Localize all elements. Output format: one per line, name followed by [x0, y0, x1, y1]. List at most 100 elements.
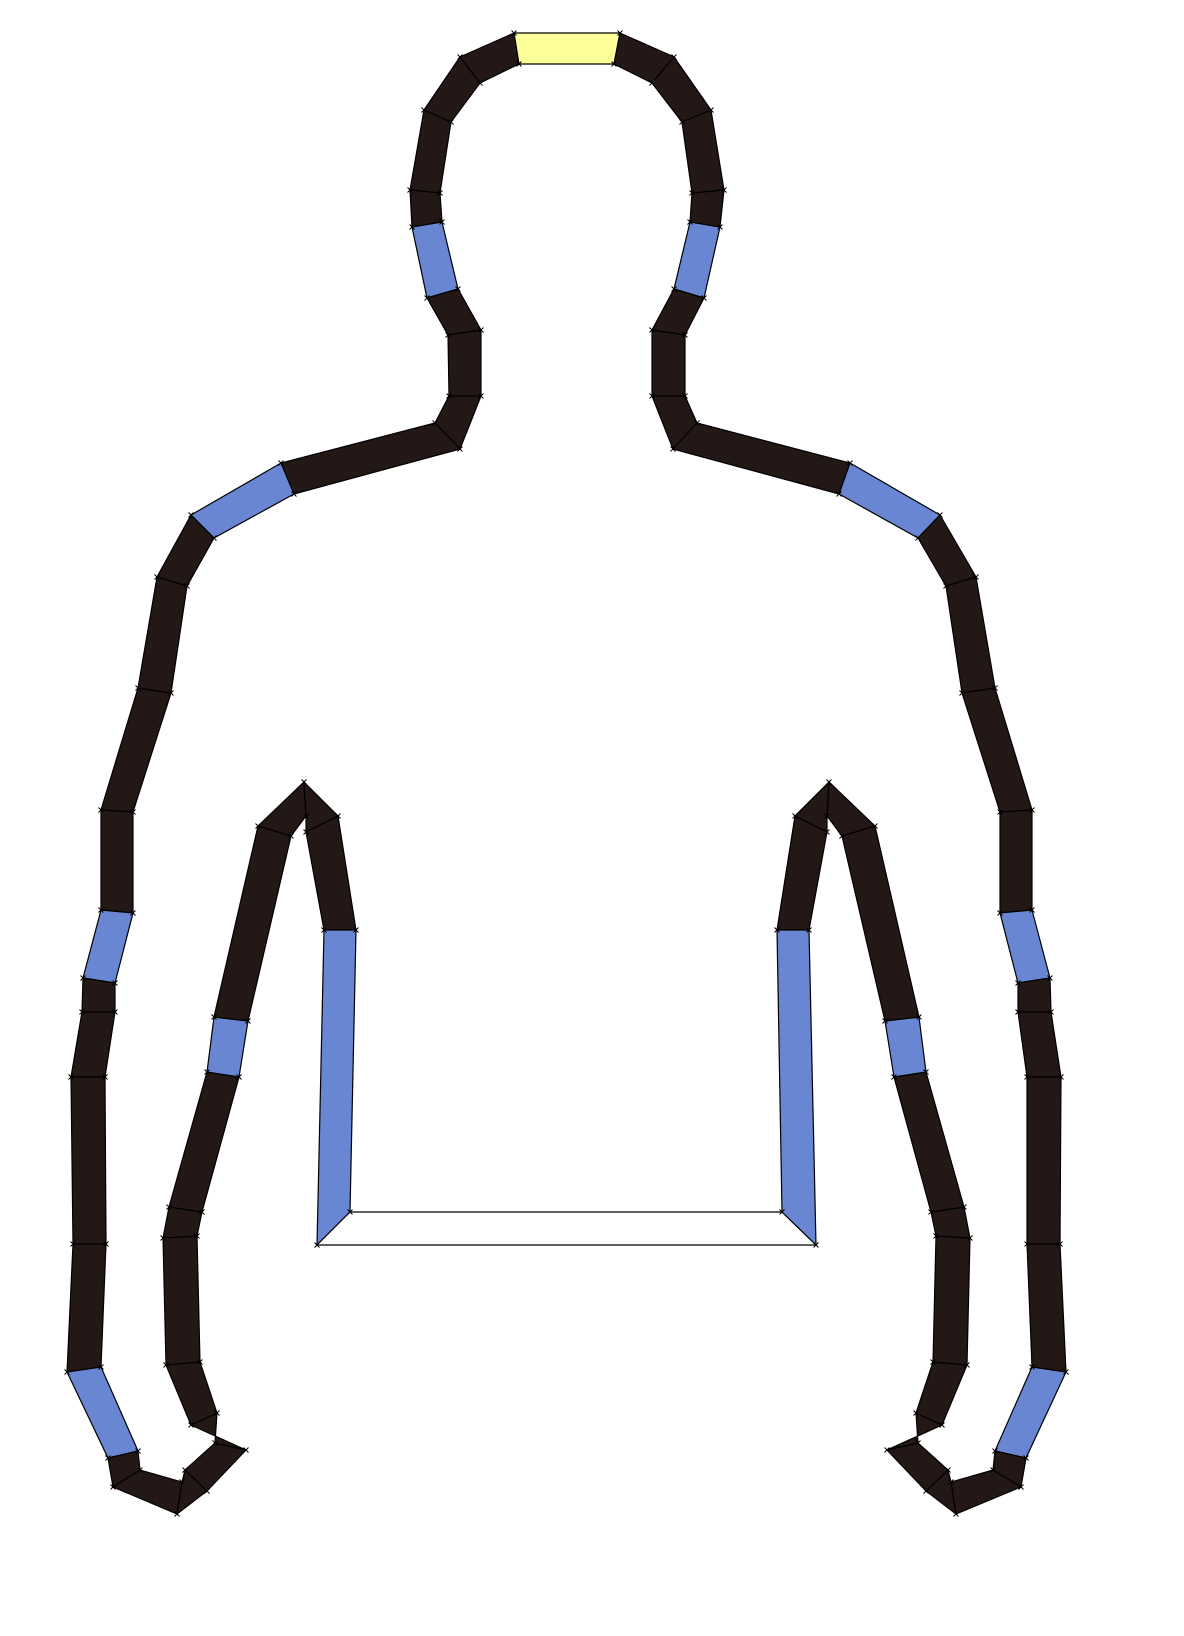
right-inner-arm-segment-blue-6	[884, 1016, 927, 1078]
head-neck-right-segment-blue-5	[673, 221, 721, 299]
node-marker	[990, 1467, 996, 1473]
node-marker	[407, 187, 413, 193]
node-marker	[194, 1233, 200, 1239]
node-marker	[649, 80, 655, 86]
right-shoulder-outer-arm-segment-blue-2	[838, 462, 941, 539]
left-shoulder-outer-arm-segment-blue-2	[190, 462, 295, 539]
node-marker	[347, 1209, 353, 1215]
node-marker	[278, 460, 284, 466]
node-marker	[255, 823, 261, 829]
node-marker	[135, 1448, 141, 1454]
node-marker	[670, 446, 676, 452]
node-marker	[166, 1204, 172, 1210]
node-marker	[103, 1241, 109, 1247]
head-neck-left-segment-black-6	[426, 288, 482, 336]
node-marker	[182, 1467, 188, 1473]
node-marker	[204, 1488, 210, 1494]
node-marker	[79, 1009, 85, 1015]
node-marker	[445, 332, 451, 338]
node-marker	[1063, 1369, 1069, 1375]
node-marker	[457, 54, 463, 60]
node-marker	[930, 1359, 936, 1365]
right-torso-side-segment-blue-3	[776, 929, 817, 1247]
node-marker	[457, 446, 463, 452]
left-inner-arm-segment-black-5	[168, 1071, 240, 1213]
node-marker	[1047, 975, 1053, 981]
node-marker	[446, 393, 452, 399]
node-marker	[98, 907, 104, 913]
head-neck-right-segment-black-6	[651, 288, 705, 336]
node-marker	[455, 286, 461, 292]
left-shoulder-outer-arm-segment-black-8	[81, 977, 116, 1013]
right-shoulder-outer-arm-segment-black-9	[1017, 1011, 1062, 1078]
node-marker	[199, 1209, 205, 1215]
left-shoulder-outer-arm-segment-black-11	[66, 1243, 107, 1373]
node-marker	[204, 1069, 210, 1075]
node-marker	[154, 574, 160, 580]
node-marker	[448, 119, 454, 125]
node-marker	[112, 980, 118, 986]
node-marker	[1015, 980, 1021, 986]
node-marker	[130, 809, 136, 815]
node-marker	[689, 190, 695, 196]
node-marker	[437, 190, 443, 196]
node-marker	[197, 1359, 203, 1365]
node-marker	[211, 535, 217, 541]
node-marker	[516, 61, 522, 67]
node-marker	[959, 690, 965, 696]
node-marker	[68, 1074, 74, 1080]
node-marker	[945, 1467, 951, 1473]
node-marker	[303, 829, 309, 835]
node-marker	[933, 1233, 939, 1239]
node-marker	[1018, 1484, 1024, 1490]
node-marker	[439, 219, 445, 225]
node-marker	[826, 779, 832, 785]
right-inner-arm-segment-black-3	[932, 1235, 971, 1366]
left-shoulder-outer-arm-segment-black-4	[137, 576, 188, 694]
node-marker	[70, 1241, 76, 1247]
right-inner-arm-segment-black-5	[893, 1071, 965, 1213]
node-marker	[694, 420, 700, 426]
node-marker	[923, 1069, 929, 1075]
node-marker	[98, 807, 104, 813]
node-marker	[953, 1511, 959, 1517]
node-marker	[424, 295, 430, 301]
node-marker	[915, 1440, 921, 1446]
node-marker	[611, 61, 617, 67]
node-marker	[824, 813, 830, 819]
node-marker	[973, 574, 979, 580]
node-marker	[291, 491, 297, 497]
left-shoulder-outer-arm-segment-black-6	[100, 809, 134, 914]
node-marker	[961, 1204, 967, 1210]
node-marker	[1024, 1241, 1030, 1247]
left-shoulder-outer-arm-segment-black-5	[100, 687, 172, 813]
node-marker	[992, 1448, 998, 1454]
node-marker	[708, 107, 714, 113]
node-marker	[943, 583, 949, 589]
node-marker	[923, 1488, 929, 1494]
node-marker	[64, 1369, 70, 1375]
node-marker	[928, 1209, 934, 1215]
node-marker	[948, 1479, 954, 1485]
node-marker	[721, 187, 727, 193]
node-marker	[701, 295, 707, 301]
right-inner-arm-segment-black-8	[826, 780, 877, 837]
node-marker	[102, 1074, 108, 1080]
right-shoulder-outer-arm-segment-black-4	[945, 576, 996, 694]
right-shoulder-outer-arm-segment-blue-7	[999, 909, 1051, 984]
node-marker	[1029, 907, 1035, 913]
left-shoulder-outer-arm-segment-black-10	[70, 1076, 107, 1245]
node-marker	[130, 910, 136, 916]
left-shoulder-outer-arm-segment-blue-7	[82, 909, 134, 984]
node-marker	[335, 813, 341, 819]
node-marker	[303, 813, 309, 819]
node-marker	[135, 685, 141, 691]
right-inner-arm-segment-black-7	[841, 825, 920, 1022]
node-marker	[774, 927, 780, 933]
node-marker	[409, 224, 415, 230]
node-marker	[168, 690, 174, 696]
node-marker	[477, 80, 483, 86]
node-marker-layer	[64, 30, 1069, 1517]
right-shoulder-outer-arm-segment-black-6	[999, 809, 1033, 914]
